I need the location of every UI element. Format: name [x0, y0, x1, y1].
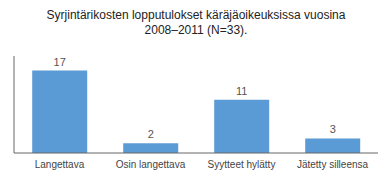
svg-text:Langettava: Langettava — [35, 159, 85, 170]
html-text:2008–2011 (N=33).: 2008–2011 (N=33). — [144, 23, 248, 37]
svg-text:Jätetty silleensa: Jätetty silleensa — [297, 159, 369, 170]
html-text:Syrjintärikosten lopputulokset: Syrjintärikosten lopputulokset käräjäoik… — [46, 8, 346, 22]
svg-text:3: 3 — [330, 123, 336, 135]
svg-text:Osin langettava: Osin langettava — [116, 159, 186, 170]
svg-text:11: 11 — [236, 85, 247, 97]
svg-text:Syytteet hylätty: Syytteet hylätty — [208, 159, 276, 170]
svg-text:2: 2 — [148, 128, 154, 140]
svg-text:17: 17 — [54, 56, 66, 68]
